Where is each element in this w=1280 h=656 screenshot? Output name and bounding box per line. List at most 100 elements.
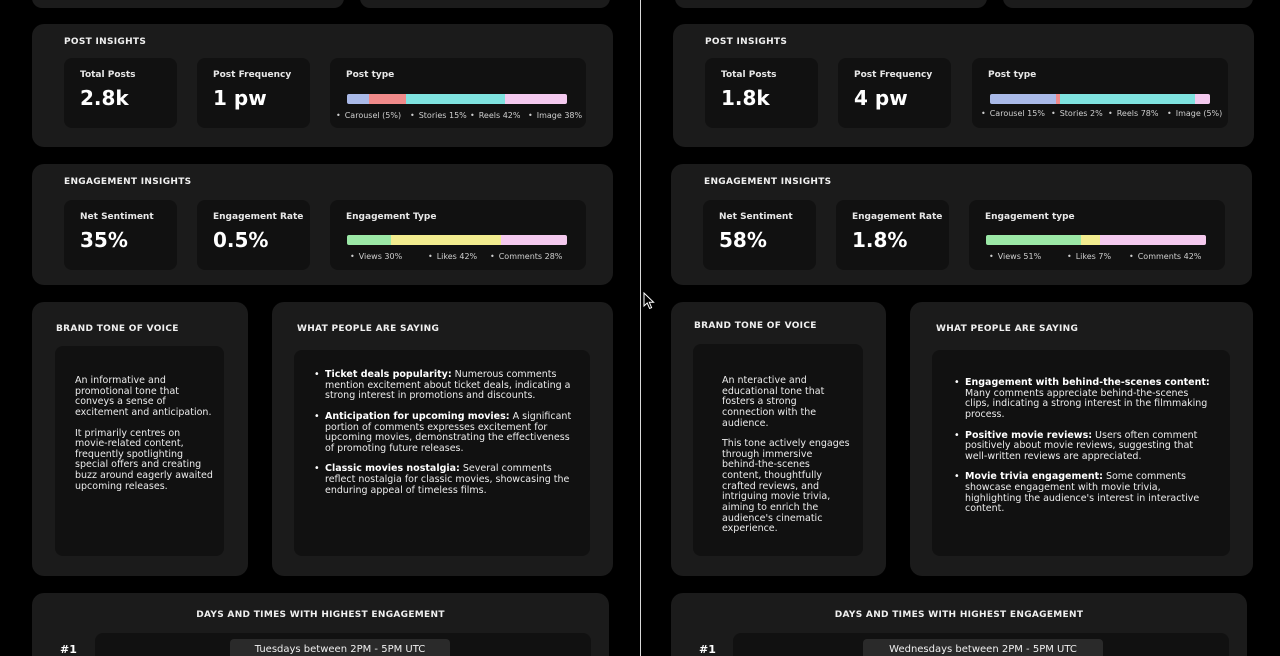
total-posts-label: Total Posts [80,70,136,80]
people-saying-card: WHAT PEOPLE ARE SAYING Ticket deals popu… [272,302,613,576]
total-posts-label: Total Posts [721,70,777,80]
item-text: Some comments showcase engagement with m… [965,471,1200,515]
net-sentiment-tile: Net Sentiment 58% [703,200,816,270]
legend-comments: Comments 42% [1129,252,1202,261]
bar-segment-carousel [990,94,1056,104]
engagement-type-bar [986,235,1206,245]
post-insights-title: POST INSIGHTS [705,37,788,47]
item-heading: Classic movies nostalgia: [325,463,460,475]
days-times-card: DAYS AND TIMES WITH HIGHEST ENGAGEMENT #… [671,593,1247,656]
engagement-type-label: Engagement type [985,212,1075,222]
total-posts-tile: Total Posts 2.8k [64,58,177,128]
brand-tone-text: An nteractive and educational tone that … [722,375,850,545]
legend-reels: Reels 78% [1108,109,1159,118]
post-frequency-tile: Post Frequency 4 pw [838,58,951,128]
engagement-rate-value: 1.8% [852,228,908,252]
brand-tone-text: An informative and promotional tone that… [75,375,213,502]
brand-tone-box: An nteractive and educational tone that … [693,344,863,556]
bar-segment-reels [406,94,506,104]
post-frequency-label: Post Frequency [213,70,292,80]
engagement-rate-tile: Engagement Rate 0.5% [197,200,310,270]
post-insights-title: POST INSIGHTS [64,37,147,47]
engagement-insights-card: ENGAGEMENT INSIGHTS Net Sentiment 58% En… [671,164,1252,285]
top-card-partial [1003,0,1253,8]
people-saying-box: Engagement with behind-the-scenes conten… [932,350,1230,556]
post-type-label: Post type [346,70,395,80]
legend-image: Image (5%) [1167,109,1223,118]
time-slot: Wednesdays between 2PM - 5PM UTC [863,639,1103,656]
item-text: Users often comment positively about mov… [965,429,1198,462]
top-card-partial [675,0,987,8]
bar-segment-views [347,235,391,245]
brand-tone-card: BRAND TONE OF VOICE An informative and p… [32,302,248,576]
engagement-rate-value: 0.5% [213,228,269,252]
brand-tone-paragraph: An informative and promotional tone that… [75,375,212,418]
post-insights-card: POST INSIGHTS Total Posts 1.8k Post Freq… [673,24,1254,147]
engagement-insights-card: ENGAGEMENT INSIGHTS Net Sentiment 35% En… [32,164,613,285]
people-saying-list: Engagement with behind-the-scenes conten… [954,377,1212,525]
brand-tone-card: BRAND TONE OF VOICE An nteractive and ed… [671,302,886,576]
people-saying-list: Ticket deals popularity: Numerous commen… [314,369,576,506]
brand-tone-paragraph: This tone actively engages through immer… [722,438,850,535]
bar-segment-comments [501,235,567,245]
item-text: A significant portion of comments expres… [325,410,572,454]
item-text: Numerous comments mention excitement abo… [325,369,571,402]
time-slot-row: Wednesdays between 2PM - 5PM UTC [733,633,1229,656]
engagement-type-legend: Views 51% Likes 7% Comments 42% [989,252,1225,262]
legend-carousel: Carousel 15% [981,109,1045,118]
engagement-rate-tile: Engagement Rate 1.8% [836,200,949,270]
post-insights-card: POST INSIGHTS Total Posts 2.8k Post Freq… [32,24,613,147]
post-type-bar [347,94,567,104]
item-heading: Anticipation for upcoming movies: [325,410,510,422]
engagement-type-tile: Engagement Type Views 30% Likes 42% Comm… [330,200,586,270]
brand-tone-paragraph: It primarily centres on movie-related co… [75,427,213,492]
engagement-rate-label: Engagement Rate [213,212,304,222]
post-type-legend: Carousel 15% Stories 2% Reels 78% Image … [981,109,1228,119]
brand-tone-title: BRAND TONE OF VOICE [56,324,179,334]
item-text: Several comments reflect nostalgia for c… [325,463,570,496]
net-sentiment-label: Net Sentiment [80,212,154,222]
top-card-partial [360,0,610,8]
post-type-bar [990,94,1210,104]
mouse-pointer-icon [643,292,655,310]
total-posts-tile: Total Posts 1.8k [705,58,818,128]
bar-segment-likes [1080,235,1101,245]
engagement-rate-label: Engagement Rate [852,212,943,222]
post-frequency-label: Post Frequency [854,70,933,80]
item-heading: Engagement with behind-the-scenes conten… [965,377,1210,388]
net-sentiment-tile: Net Sentiment 35% [64,200,177,270]
legend-stories: Stories 2% [1051,109,1103,118]
bar-segment-stories [369,94,407,104]
top-card-partial [32,0,344,8]
time-slot: Tuesdays between 2PM - 5PM UTC [230,639,450,656]
post-type-tile: Post type Carousel 15% Stories 2% Reels … [972,58,1228,128]
bar-segment-comments [1100,235,1206,245]
net-sentiment-value: 35% [80,228,128,252]
rank-label: #1 [60,643,77,656]
post-frequency-tile: Post Frequency 1 pw [197,58,310,128]
legend-likes: Likes 7% [1067,252,1111,261]
item-heading: Movie trivia engagement: [965,471,1103,483]
bar-segment-stories [1056,94,1061,104]
legend-reels: Reels 42% [470,111,521,120]
brand-tone-box: An informative and promotional tone that… [55,346,224,556]
item-heading: Ticket deals popularity: [325,369,452,380]
people-saying-title: WHAT PEOPLE ARE SAYING [936,324,1079,334]
people-saying-card: WHAT PEOPLE ARE SAYING Engagement with b… [910,302,1253,576]
net-sentiment-label: Net Sentiment [719,212,793,222]
engagement-type-bar [347,235,567,245]
brand-tone-paragraph: An nteractive and educational tone that … [722,375,825,429]
split-divider[interactable] [640,0,641,656]
bar-segment-image [505,94,567,104]
people-saying-title: WHAT PEOPLE ARE SAYING [297,324,440,334]
post-frequency-value: 1 pw [213,86,267,110]
left-pane: POST INSIGHTS Total Posts 2.8k Post Freq… [0,0,640,656]
legend-image: Image 38% [528,111,582,120]
bar-segment-reels [1060,94,1195,104]
list-item: Engagement with behind-the-scenes conten… [954,377,1212,421]
right-pane: POST INSIGHTS Total Posts 1.8k Post Freq… [641,0,1280,656]
bar-segment-likes [391,235,501,245]
legend-likes: Likes 42% [428,252,477,261]
legend-carousel: Carousel (5%) [336,111,401,120]
list-item: Anticipation for upcoming movies: A sign… [314,410,576,455]
